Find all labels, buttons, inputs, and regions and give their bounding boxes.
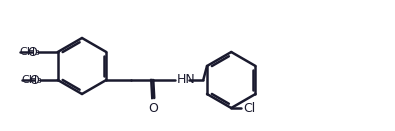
- Text: CH₃: CH₃: [20, 47, 41, 57]
- Text: O: O: [27, 45, 37, 59]
- Text: HN: HN: [177, 72, 196, 86]
- Text: CH₃: CH₃: [22, 75, 43, 85]
- Text: Cl: Cl: [243, 102, 256, 114]
- Text: O: O: [29, 73, 39, 86]
- Text: O: O: [148, 102, 158, 115]
